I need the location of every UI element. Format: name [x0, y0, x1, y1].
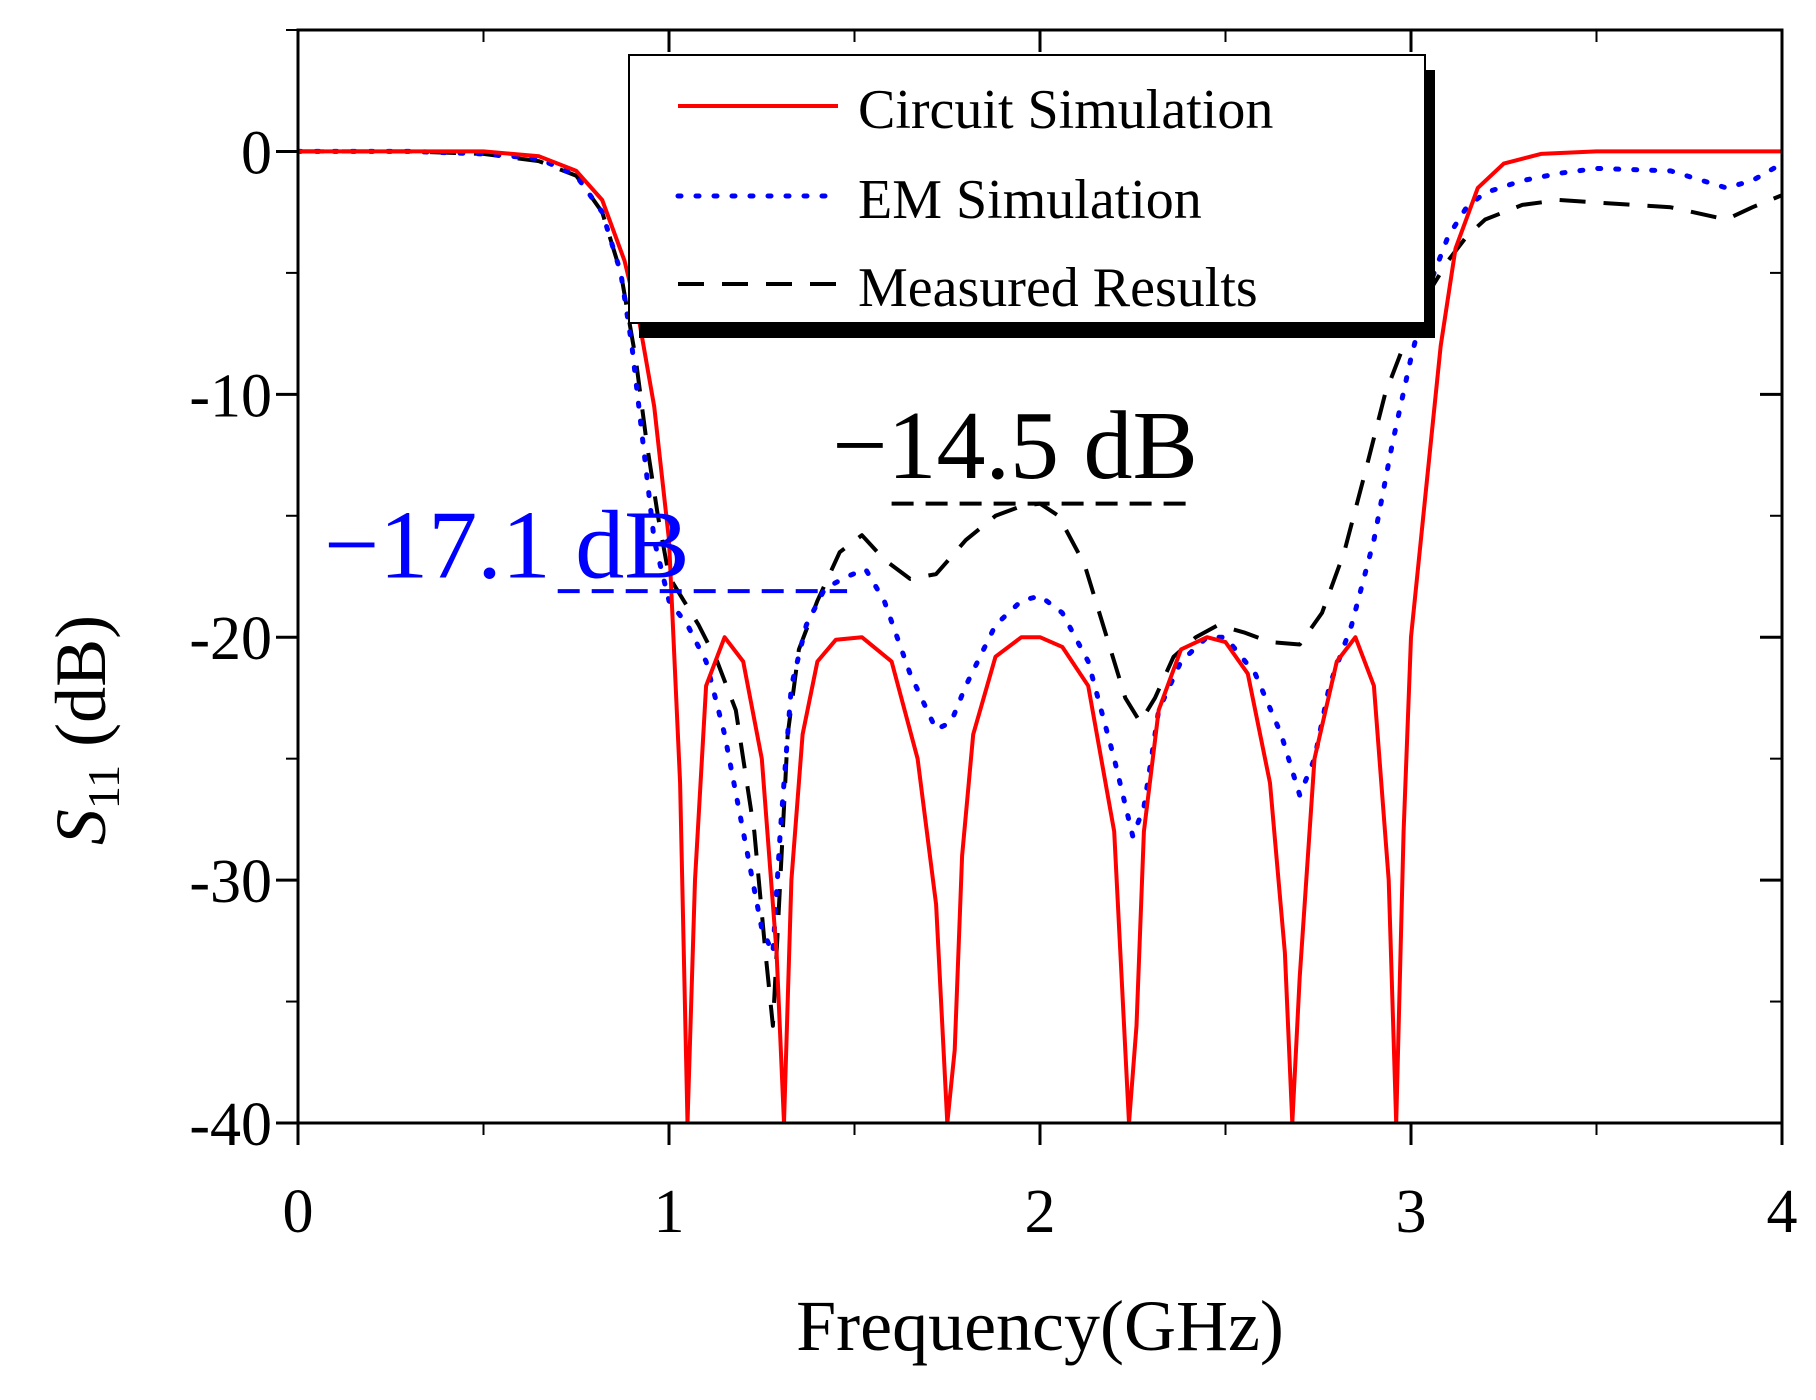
- y-axis-unit: (dB): [41, 615, 121, 765]
- legend-label-em: EM Simulation: [858, 169, 1202, 231]
- legend-label-measured: Measured Results: [858, 257, 1258, 319]
- legend-box: [628, 54, 1426, 324]
- y-tick-label: -10: [189, 362, 272, 430]
- y-tick-label: -20: [189, 605, 272, 673]
- legend: Circuit Simulation EM Simulation Measure…: [628, 54, 1435, 338]
- annotation-label: −17.1 dB: [324, 491, 690, 599]
- legend-label-circuit: Circuit Simulation: [858, 79, 1273, 141]
- y-axis-subscript: 11: [78, 765, 129, 809]
- x-tick-label: 2: [1025, 1178, 1056, 1246]
- x-tick-label: 4: [1767, 1178, 1798, 1246]
- series-line-circuit-simulation: [298, 149, 1782, 1123]
- annotation-layer: −17.1 dB −14.5 dB: [324, 392, 1198, 600]
- y-tick-label: -30: [189, 848, 272, 916]
- x-axis-title: Frequency(GHz): [796, 1286, 1284, 1366]
- y-tick-label: -40: [189, 1091, 272, 1159]
- series-line-measured-results: [298, 149, 1782, 1028]
- y-axis-title: S11 (dB): [41, 615, 129, 845]
- x-tick-label: 1: [654, 1178, 685, 1246]
- x-tick-label: 3: [1396, 1178, 1427, 1246]
- y-tick-label: 0: [241, 119, 272, 187]
- x-tick-label: 0: [283, 1178, 314, 1246]
- annotation-label: −14.5 dB: [832, 392, 1198, 500]
- tick-labels-layer: 0 1 2 3 4 0 -10 -20 -30 -40: [189, 119, 1797, 1246]
- plot-frame: [296, 28, 1784, 1125]
- y-axis-symbol: S: [41, 809, 121, 845]
